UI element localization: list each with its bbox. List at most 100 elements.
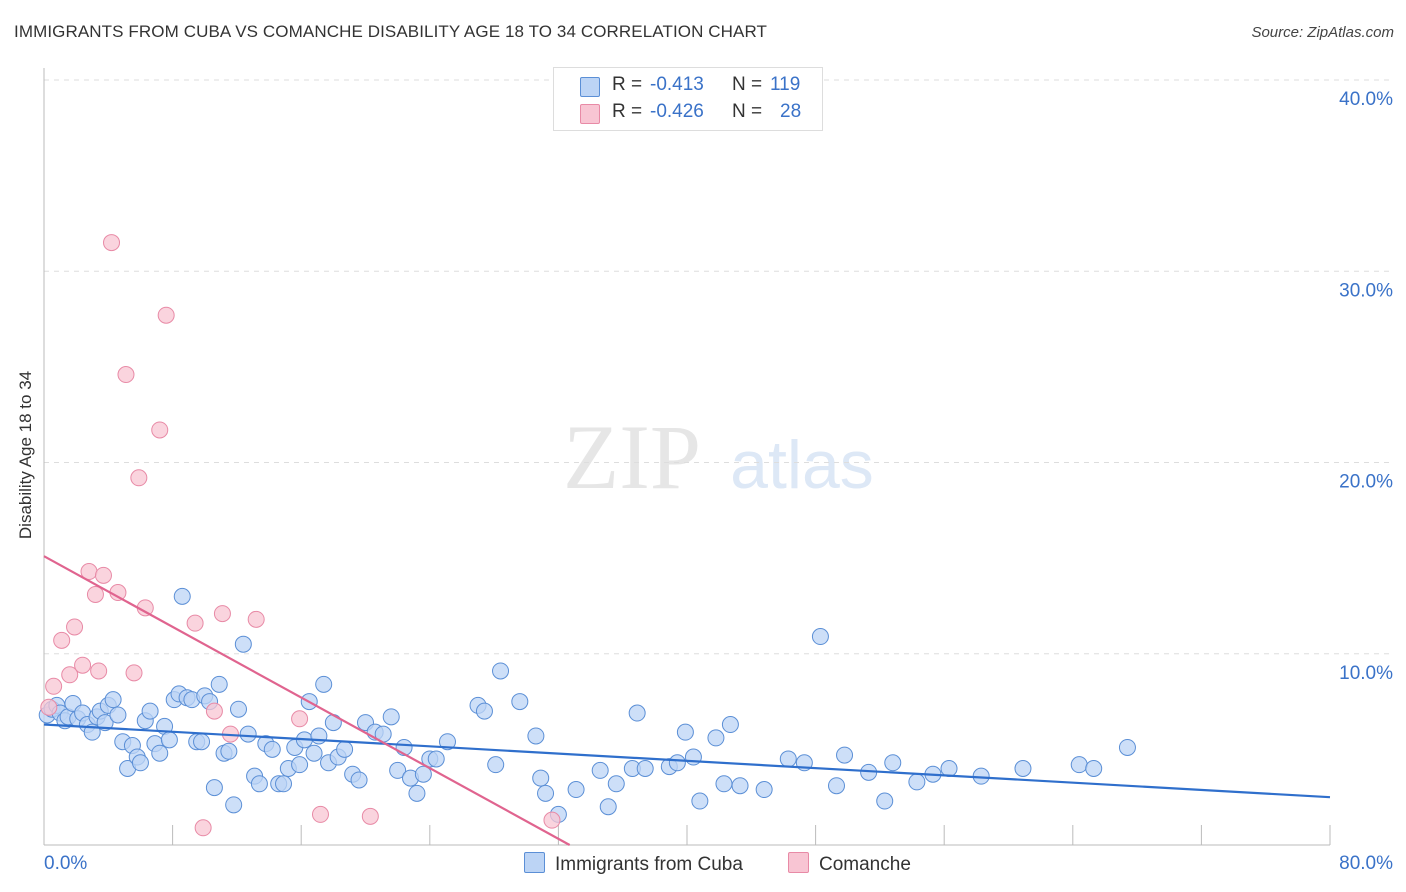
axes <box>43 68 1331 846</box>
cuba-point <box>908 773 926 791</box>
cuba-point <box>310 727 328 745</box>
cuba-point <box>427 750 445 768</box>
cuba-point <box>668 754 686 772</box>
comanche-point <box>61 666 79 684</box>
comanche-point <box>53 631 71 649</box>
y-axis-label: Disability Age 18 to 34 <box>16 370 35 540</box>
cuba-point <box>315 675 333 693</box>
cuba-point <box>210 675 228 693</box>
cuba-point <box>141 702 159 720</box>
cuba-point <box>532 769 550 787</box>
comanche-trend-line <box>43 555 571 846</box>
cuba-points <box>38 587 1136 823</box>
cuba-point <box>263 740 281 758</box>
n-value-comanche: 28 <box>780 101 802 122</box>
comanche-point <box>186 614 204 632</box>
watermark-zip: ZIP <box>563 406 701 508</box>
n-label: N = <box>732 101 763 122</box>
r-value-cuba: -0.413 <box>650 74 704 95</box>
legend-label-comanche: Comanche <box>819 854 911 875</box>
cuba-point <box>676 723 694 741</box>
r-label: R = <box>612 101 643 122</box>
chart-title: IMMIGRANTS FROM CUBA VS COMANCHE DISABIL… <box>14 22 768 41</box>
n-value-cuba: 119 <box>770 74 801 95</box>
cuba-point <box>811 628 829 646</box>
y-tick-label: 30.0% <box>1339 280 1393 301</box>
legend-label-cuba: Immigrants from Cuba <box>555 854 743 875</box>
cuba-point <box>691 792 709 810</box>
cuba-point <box>707 729 725 747</box>
stats-box: R = -0.413 N = 119 R = -0.426 N = 28 <box>553 67 823 131</box>
comanche-point <box>130 469 148 487</box>
legend-item-comanche[interactable]: Comanche <box>788 852 911 876</box>
cuba-point <box>109 706 127 724</box>
cuba-point <box>1085 760 1103 777</box>
cuba-point <box>291 756 309 774</box>
comanche-swatch <box>580 104 600 124</box>
comanche-point <box>213 605 231 623</box>
cuba-point <box>382 708 400 726</box>
cuba-point <box>408 784 426 802</box>
cuba-point <box>475 702 493 720</box>
cuba-point <box>537 784 555 802</box>
cuba-point <box>940 760 958 777</box>
comanche-point <box>45 677 63 695</box>
cuba-point <box>305 744 323 762</box>
comanche-point <box>66 618 84 636</box>
cuba-point <box>1014 760 1032 777</box>
legend-item-cuba[interactable]: Immigrants from Cuba <box>524 852 743 876</box>
x-tick-label: 0.0% <box>44 853 87 874</box>
comanche-point <box>194 819 212 837</box>
cuba-legend-swatch <box>524 852 545 873</box>
watermark-atlas: atlas <box>730 427 874 503</box>
stats-row-cuba: R = -0.413 N = 119 <box>554 74 822 100</box>
comanche-point <box>247 610 265 628</box>
cuba-point <box>225 796 243 814</box>
cuba-point <box>715 775 733 793</box>
cuba-point <box>636 760 654 777</box>
comanche-point <box>361 807 379 825</box>
comanche-point <box>94 566 112 584</box>
cuba-point <box>220 742 238 760</box>
cuba-point <box>205 779 223 797</box>
cuba-point <box>160 731 178 749</box>
cuba-point <box>414 765 432 783</box>
cuba-point <box>350 771 368 789</box>
cuba-point <box>607 775 625 793</box>
cuba-point <box>1118 738 1136 756</box>
comanche-point <box>151 421 169 439</box>
watermark: ZIP atlas <box>563 406 874 508</box>
cuba-point <box>389 761 407 779</box>
cuba-point <box>836 746 854 764</box>
n-label: N = <box>732 74 763 95</box>
comanche-legend-swatch <box>788 852 809 873</box>
cuba-point <box>492 662 510 680</box>
cuba-point <box>230 700 248 718</box>
comanche-point <box>311 805 329 823</box>
cuba-point <box>599 798 617 816</box>
comanche-point <box>117 366 135 384</box>
comanche-point <box>86 585 104 603</box>
cuba-point <box>96 714 114 732</box>
stats-row-comanche: R = -0.426 N = 28 <box>554 101 822 127</box>
comanche-point <box>40 698 58 716</box>
cuba-point <box>628 704 646 722</box>
comanche-point <box>291 710 309 728</box>
source-label: Source: ZipAtlas.com <box>1251 24 1394 41</box>
cuba-trend-line <box>43 723 1331 799</box>
comanche-point <box>90 662 108 680</box>
comanche-point <box>74 656 92 674</box>
r-label: R = <box>612 74 643 95</box>
cuba-point <box>234 635 252 653</box>
comanche-point <box>103 234 121 252</box>
cuba-point <box>731 777 749 795</box>
r-value-comanche: -0.426 <box>650 101 704 122</box>
y-tick-label: 10.0% <box>1339 663 1393 684</box>
cuba-point <box>876 792 894 810</box>
cuba-point <box>151 744 169 762</box>
cuba-point <box>104 691 122 709</box>
y-tick-label: 40.0% <box>1339 89 1393 110</box>
cuba-point <box>755 781 773 799</box>
cuba-point <box>511 693 529 711</box>
